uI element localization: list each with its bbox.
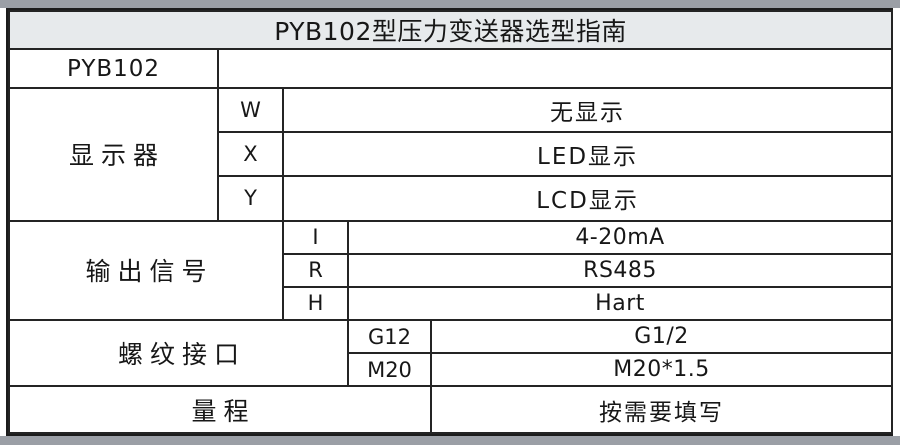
option-code-display-x: X [217,131,284,178]
selection-guide-table: PYB102型压力变送器选型指南 PYB102 显示器 W 无显示 X LED显… [7,10,894,434]
option-value-output-r: RS485 [346,252,894,288]
option-code-display-y: Y [217,175,284,222]
option-value-display-w: 无显示 [281,86,894,134]
page-title: PYB102型压力变送器选型指南 [7,10,894,50]
option-value-output-i: 4-20mA [346,219,894,255]
option-code-thread-g12: G12 [347,318,432,355]
model-value-blank [216,48,894,89]
option-value-output-h: Hart [346,285,894,321]
section-label-thread-interface: 螺纹接口 [8,318,349,388]
option-value-thread-m20: M20*1.5 [429,352,894,388]
section-label-output-signal: 输出信号 [8,219,284,321]
option-code-display-w: W [217,86,284,134]
section-label-display: 显示器 [8,87,219,222]
table-row-title: PYB102型压力变送器选型指南 [7,10,894,50]
option-code-output-h: H [282,285,349,321]
option-code-output-i: I [282,219,349,255]
option-code-thread-m20: M20 [347,352,432,388]
model-label: PYB102 [8,48,219,89]
table-row-model: PYB102 [8,48,894,89]
table-row-output-h: H Hart [9,285,894,321]
option-value-thread-g12: G1/2 [429,318,894,355]
table-row-thread-m20: M20 M20*1.5 [9,352,894,388]
selection-guide-table-frame: PYB102型压力变送器选型指南 PYB102 显示器 W 无显示 X LED显… [6,8,894,436]
option-value-range: 按需要填写 [429,385,894,434]
option-value-display-y: LCD显示 [281,175,894,222]
table-row-display-y: Y LCD显示 [9,175,894,222]
option-code-output-r: R [282,252,349,288]
scan-band-top [0,0,900,8]
table-row-thread-g12: 螺纹接口 G12 G1/2 [8,318,894,388]
option-value-display-x: LED显示 [281,131,894,178]
table-row-range: 量程 按需要填写 [8,385,894,434]
table-row-display-w: 显示器 W 无显示 [8,86,894,222]
scan-band-bottom [0,436,900,445]
table-row-output-r: R RS485 [9,252,894,288]
section-label-range: 量程 [8,385,432,434]
table-row-display-x: X LED显示 [9,131,894,178]
table-row-output-i: 输出信号 I 4-20mA [8,219,894,321]
